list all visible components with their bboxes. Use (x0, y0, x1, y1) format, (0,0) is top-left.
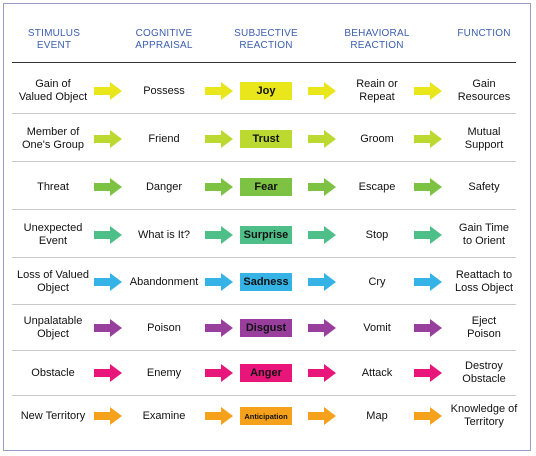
right-arrow-icon (414, 364, 442, 382)
right-arrow-icon (414, 226, 442, 244)
cognitive-appraisal: Poison (147, 321, 181, 334)
behavioral-reaction: Reain or Repeat (356, 78, 398, 103)
row-divider (12, 395, 516, 396)
right-arrow-icon (94, 226, 122, 244)
function: Safety (468, 180, 500, 193)
stimulus-event: Unpalatable Object (23, 315, 83, 340)
behavioral-reaction: Attack (361, 366, 393, 379)
emotion-row: Gain of Valued Object Possess Joy Reain or Re… (0, 68, 536, 114)
function: Eject Poison (467, 315, 501, 340)
cognitive-appraisal: Enemy (146, 366, 182, 379)
right-arrow-icon (308, 407, 336, 425)
stimulus-event: Unexpected Event (23, 222, 83, 247)
subjective-reaction: Anticipation (240, 407, 292, 425)
row-divider (12, 257, 516, 258)
emotion-row: Unpalatable Object Poison Disgust Vomit Eject… (0, 305, 536, 351)
right-arrow-icon (308, 178, 336, 196)
right-arrow-icon (94, 364, 122, 382)
row-divider (12, 304, 516, 305)
subjective-reaction: Anger (240, 364, 292, 382)
right-arrow-icon (308, 130, 336, 148)
subjective-reaction: Trust (240, 130, 292, 148)
emotion-row: Unexpected Event What is It? Surprise Stop Ga… (0, 212, 536, 258)
right-arrow-icon (308, 364, 336, 382)
cognitive-appraisal: Possess (143, 84, 185, 97)
subjective-reaction: Sadness (240, 273, 292, 291)
stimulus-event: Loss of Valued Object (17, 269, 89, 294)
row-divider (12, 350, 516, 351)
behavioral-reaction: Stop (365, 228, 389, 241)
behavioral-reaction: Groom (360, 132, 394, 145)
right-arrow-icon (414, 178, 442, 196)
emotion-row: Member of One's Group Friend Trust Groom Mutu… (0, 116, 536, 162)
emotion-row: Threat Danger Fear Escape Safety (0, 164, 536, 210)
cognitive-appraisal: Danger (145, 180, 183, 193)
right-arrow-icon (308, 273, 336, 291)
right-arrow-icon (205, 273, 233, 291)
right-arrow-icon (94, 273, 122, 291)
row-divider (12, 161, 516, 162)
header-function: FUNCTION (457, 28, 511, 39)
right-arrow-icon (94, 130, 122, 148)
right-arrow-icon (414, 82, 442, 100)
behavioral-reaction: Escape (358, 180, 396, 193)
cognitive-appraisal: What is It? (138, 228, 190, 241)
cognitive-appraisal: Abandonment (129, 275, 199, 288)
behavioral-reaction: Cry (368, 275, 386, 288)
right-arrow-icon (414, 273, 442, 291)
stimulus-event: Obstacle (31, 366, 75, 379)
right-arrow-icon (205, 178, 233, 196)
right-arrow-icon (94, 407, 122, 425)
right-arrow-icon (414, 130, 442, 148)
behavioral-reaction: Map (366, 409, 388, 422)
stimulus-event: Threat (37, 180, 69, 193)
right-arrow-icon (308, 82, 336, 100)
right-arrow-icon (205, 82, 233, 100)
emotion-row: Obstacle Enemy Anger Attack Destroy Obstacle (0, 350, 536, 396)
stimulus-event: Member of One's Group (21, 126, 85, 151)
row-divider (12, 209, 516, 210)
header-behavioral-reaction: BEHAVIORAL REACTION (344, 28, 410, 51)
stimulus-event: New Territory (20, 409, 86, 422)
right-arrow-icon (308, 226, 336, 244)
subjective-reaction: Joy (240, 82, 292, 100)
header-stimulus-event: STIMULUS EVENT (27, 28, 81, 51)
right-arrow-icon (414, 319, 442, 337)
header-cognitive-appraisal: COGNITIVE APPRAISAL (135, 28, 193, 51)
cognitive-appraisal: Examine (142, 409, 186, 422)
right-arrow-icon (94, 178, 122, 196)
emotion-row: Loss of Valued Object Abandonment Sadness Cr… (0, 259, 536, 305)
subjective-reaction: Surprise (240, 226, 292, 244)
behavioral-reaction: Vomit (363, 321, 391, 334)
right-arrow-icon (205, 319, 233, 337)
function: Destroy Obstacle (462, 360, 506, 385)
right-arrow-icon (94, 319, 122, 337)
right-arrow-icon (414, 407, 442, 425)
function: Gain Resources (457, 78, 511, 103)
right-arrow-icon (308, 319, 336, 337)
right-arrow-icon (205, 130, 233, 148)
row-divider (12, 113, 516, 114)
emotion-row: New Territory Examine Anticipation Map Knowl… (0, 393, 536, 439)
stimulus-event: Gain of Valued Object (18, 78, 88, 103)
right-arrow-icon (94, 82, 122, 100)
header-subjective-reaction: SUBJECTIVE REACTION (234, 28, 298, 51)
right-arrow-icon (205, 226, 233, 244)
right-arrow-icon (205, 407, 233, 425)
right-arrow-icon (205, 364, 233, 382)
function: Reattach to Loss Object (454, 269, 514, 294)
function: Mutual Support (464, 126, 504, 151)
subjective-reaction: Disgust (240, 319, 292, 337)
header-divider (12, 62, 516, 63)
subjective-reaction: Fear (240, 178, 292, 196)
function: Gain Time to Orient (458, 222, 510, 247)
cognitive-appraisal: Friend (148, 132, 180, 145)
function: Knowledge of Territory (450, 403, 518, 428)
